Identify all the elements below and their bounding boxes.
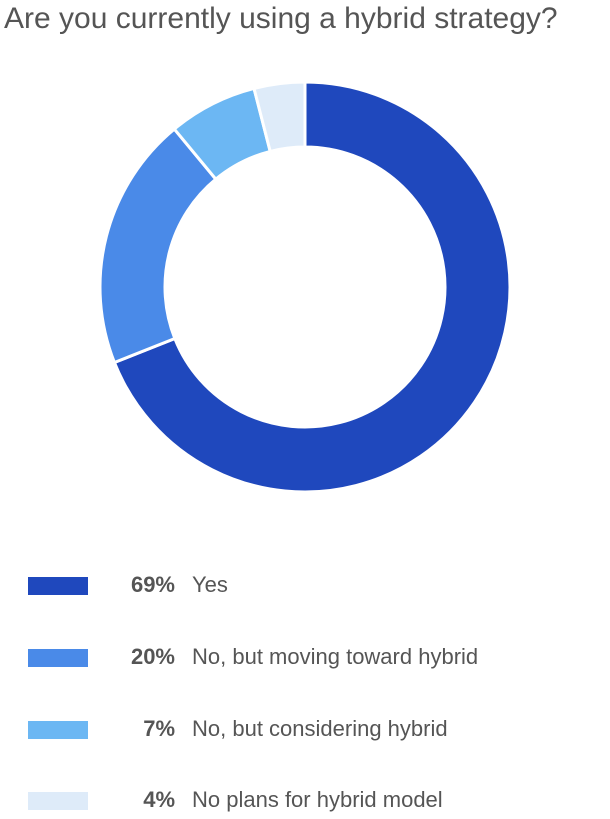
legend-label: No, but moving toward hybrid bbox=[192, 644, 478, 669]
donut-segment bbox=[98, 126, 218, 365]
donut-segment bbox=[252, 80, 307, 154]
value-label: 69% bbox=[131, 572, 175, 597]
legend-label: No, but considering hybrid bbox=[192, 716, 448, 741]
value-label: 4% bbox=[143, 787, 175, 812]
donut-segment bbox=[112, 80, 512, 494]
legend-swatch bbox=[28, 577, 88, 595]
legend-label: No plans for hybrid model bbox=[192, 787, 443, 812]
legend-label: Yes bbox=[192, 572, 228, 597]
legend-swatch bbox=[28, 792, 88, 810]
value-label: 20% bbox=[131, 644, 175, 669]
value-label: 7% bbox=[143, 716, 175, 741]
legend-swatch bbox=[28, 649, 88, 667]
chart-title: Are you currently using a hybrid strateg… bbox=[4, 2, 558, 35]
legend-swatch bbox=[28, 721, 88, 739]
